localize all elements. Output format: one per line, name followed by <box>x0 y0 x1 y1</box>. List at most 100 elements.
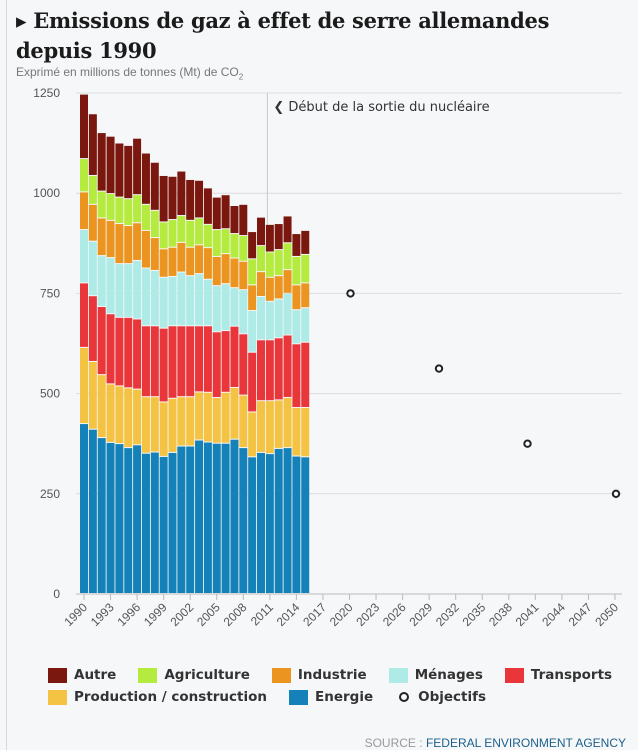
bar-segment-energie <box>97 438 106 593</box>
legend-item-menages[interactable]: Ménages <box>388 667 483 683</box>
bar-segment-transports <box>274 338 283 400</box>
bar-segment-industrie <box>195 245 204 274</box>
legend-item-transports[interactable]: Transports <box>504 667 612 683</box>
bar-segment-industrie <box>221 254 230 284</box>
bar-segment-transports <box>106 314 115 384</box>
bar-segment-autre <box>257 217 265 246</box>
chart-title: ▸ Emissions de gaz à effet de serre alle… <box>16 8 550 63</box>
bar-segment-industrie <box>186 247 195 276</box>
bar-segment-industrie <box>248 285 257 311</box>
bar-segment-industrie <box>115 224 124 264</box>
bar-segment-agriculture <box>195 218 204 245</box>
bar-segment-m-nages <box>212 286 221 332</box>
bar-segment-energie <box>141 453 150 593</box>
bar-segment-transports <box>97 307 106 375</box>
bar-segment-autre <box>186 179 195 220</box>
legend-item-objectifs[interactable]: Objectifs <box>395 689 486 705</box>
bar-segment-production-construction <box>88 361 97 429</box>
bar-segment-industrie <box>168 247 177 276</box>
bar-segment-transports <box>177 326 186 397</box>
bar-segment-transports <box>239 334 248 395</box>
bar-segment-m-nages <box>115 264 124 317</box>
y-tick-label: 0 <box>53 587 60 601</box>
bar-segment-industrie <box>301 283 310 308</box>
legend-item-energie[interactable]: Energie <box>289 689 373 705</box>
legend-swatch <box>289 689 309 705</box>
x-tick-label: 1999 <box>141 600 170 629</box>
bar-segment-autre <box>274 224 283 250</box>
bar-segment-industrie <box>265 277 274 301</box>
bar-segment-production-construction <box>97 375 106 438</box>
subtitle-subscript: 2 <box>238 72 244 82</box>
bar-segment-energie <box>212 443 221 593</box>
x-tick-label: 1990 <box>61 600 90 629</box>
bar-segment-agriculture <box>203 224 212 248</box>
legend-label: Ménages <box>414 667 483 683</box>
legend-item-agriculture[interactable]: Agriculture <box>138 667 250 683</box>
bar-segment-energie <box>168 452 177 593</box>
bar-segment-transports <box>133 319 142 389</box>
target-point <box>434 364 444 373</box>
chart-subtitle: Exprimé en millions de tonnes (Mt) de CO… <box>16 65 243 81</box>
x-tick-label: 2017 <box>300 600 329 629</box>
bar-segment-transports <box>283 335 292 398</box>
bar-segment-agriculture <box>265 252 274 277</box>
bar-segment-production-construction <box>106 384 115 442</box>
legend-row-2: Production / construction Energie Object… <box>48 686 628 708</box>
legend-item-industrie[interactable]: Industrie <box>271 667 367 683</box>
bar-segment-autre <box>203 188 212 224</box>
x-tick-label: 2026 <box>380 600 409 629</box>
bar-segment-m-nages <box>230 288 239 326</box>
x-tick-label: 2044 <box>539 600 568 629</box>
bar-segment-agriculture <box>150 210 159 238</box>
bar-segment-production-construction <box>168 398 177 452</box>
bar-segment-production-construction <box>301 408 310 457</box>
bar-segment-autre <box>301 230 310 254</box>
bar-segment-autre <box>177 171 186 216</box>
x-tick-label: 2002 <box>168 600 197 629</box>
bar-segment-industrie <box>177 242 186 272</box>
bar-segment-autre <box>221 195 230 229</box>
bar-segment-industrie <box>97 218 106 256</box>
bar-segment-energie <box>283 448 292 593</box>
bar-segment-agriculture <box>141 204 150 230</box>
bar-segment-m-nages <box>88 241 97 296</box>
bar-segment-agriculture <box>177 216 186 242</box>
legend-swatch <box>504 667 524 683</box>
x-tick-label: 2038 <box>486 600 515 629</box>
bar-segment-m-nages <box>106 258 115 314</box>
bar-segment-m-nages <box>203 279 212 326</box>
bar-segment-production-construction <box>80 347 88 424</box>
bar-segment-transports <box>230 326 239 387</box>
bar-segment-energie <box>239 448 248 593</box>
bar-segment-m-nages <box>97 256 106 307</box>
legend-label: Industrie <box>297 667 367 683</box>
bar-segment-production-construction <box>203 392 212 442</box>
source-credit: SOURCE : FEDERAL ENVIRONMENT AGENCY <box>365 736 626 750</box>
bar-segment-transports <box>212 332 221 398</box>
bar-segment-transports <box>221 331 230 392</box>
legend-label: Production / construction <box>74 689 268 705</box>
bar-segment-transports <box>150 326 159 397</box>
bar-segment-transports <box>292 344 301 408</box>
bar-segment-production-construction <box>283 398 292 448</box>
legend-label: Energie <box>315 689 374 705</box>
legend-item-autre[interactable]: Autre <box>48 667 116 683</box>
bar-segment-autre <box>150 162 159 210</box>
legend-row-1: Autre Agriculture Industrie Ménages Tran… <box>48 664 628 686</box>
bar-segment-energie <box>115 444 124 593</box>
bar-segment-m-nages <box>248 311 257 352</box>
bar-segment-autre <box>212 197 221 230</box>
bar-segment-autre <box>195 180 204 218</box>
bar-segment-energie <box>265 454 274 593</box>
bar-segment-production-construction <box>159 402 168 456</box>
bar-segment-m-nages <box>221 284 230 331</box>
bar-segment-industrie <box>133 223 142 260</box>
bar-segment-industrie <box>124 226 133 264</box>
x-tick-label: 2008 <box>221 600 250 629</box>
x-tick-label: 2050 <box>592 600 621 629</box>
x-tick-label: 1996 <box>114 600 143 629</box>
bar-segment-energie <box>274 448 283 593</box>
bar-segment-energie <box>106 442 115 593</box>
legend-item-production[interactable]: Production / construction <box>48 689 267 705</box>
